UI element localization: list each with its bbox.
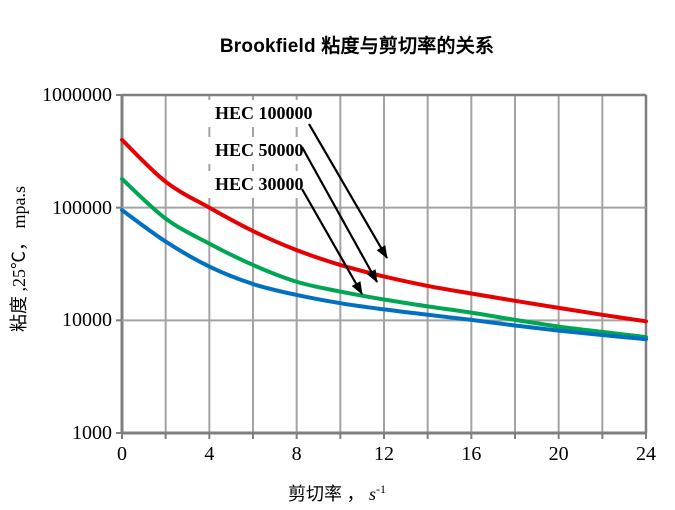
curve-hec-50000 <box>120 176 648 340</box>
x-axis-title: 剪切率 ， s-1 <box>187 477 487 506</box>
x-tick-label: 16 <box>461 443 482 465</box>
chart-title: Brookfield 粘度与剪切率的关系 <box>219 36 495 57</box>
y-axis-title: 粘度 ,25℃， mpa.s <box>9 186 29 332</box>
x-tick-label: 12 <box>374 443 394 465</box>
x-axis-title-text: 剪切率 ， <box>287 484 369 504</box>
x-tick-label: 20 <box>548 443 569 465</box>
y-tick-label: 100000 <box>52 196 112 219</box>
series-label-hec-100000: HEC 100000 <box>204 100 328 127</box>
y-tick-label: 1000000 <box>42 84 112 106</box>
curve-hec-30000 <box>120 208 648 342</box>
x-axis-unit-exponent: -1 <box>376 482 386 496</box>
series-label-hec-50000: HEC 50000 <box>204 137 328 164</box>
x-tick-label: 0 <box>117 443 127 465</box>
curve-hec-100000 <box>120 137 648 324</box>
y-tick-label: 10000 <box>62 309 112 332</box>
series-label-hec-30000: HEC 30000 <box>204 171 328 198</box>
x-tick-label: 8 <box>291 443 302 465</box>
x-tick-label: 24 <box>636 443 656 465</box>
y-tick-label: 1000 <box>72 422 112 444</box>
x-tick-label: 4 <box>204 443 215 465</box>
x-axis-unit-base: s <box>368 484 376 504</box>
